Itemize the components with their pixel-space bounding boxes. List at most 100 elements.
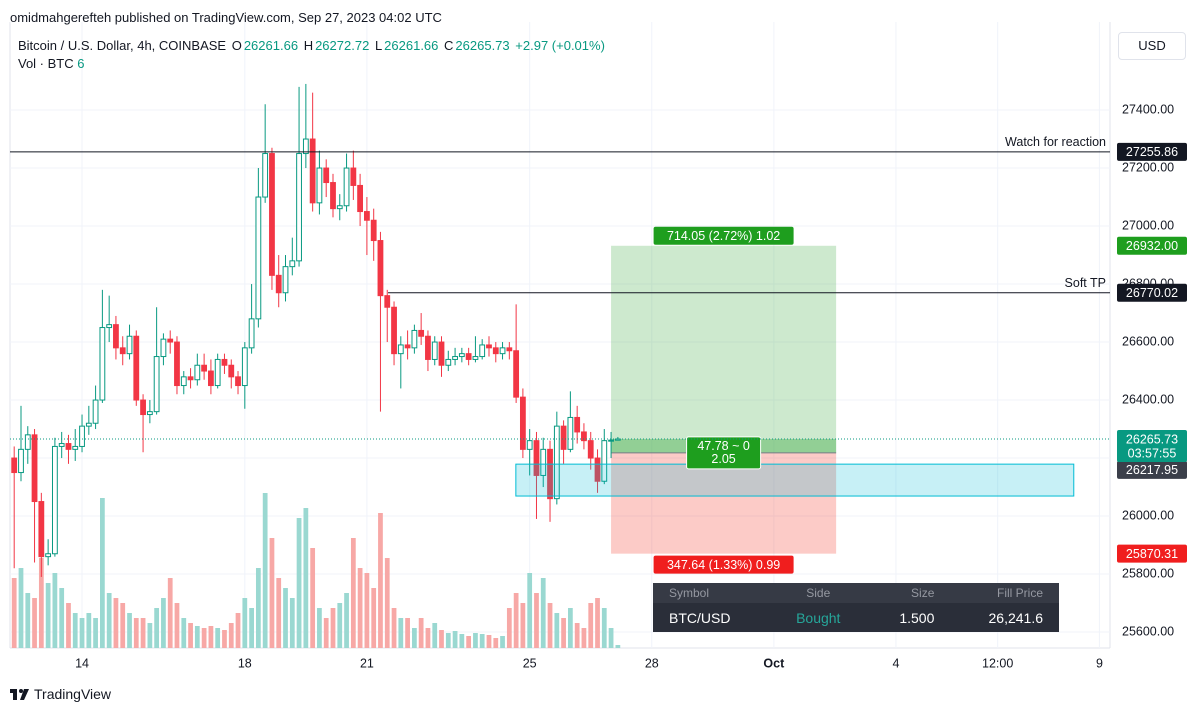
y-tick-label: 26400.00	[1122, 392, 1174, 406]
candle-body	[31, 434, 38, 503]
candle-body	[51, 445, 58, 555]
candle-body	[445, 358, 452, 366]
volume-bar	[66, 603, 71, 648]
volume-bar	[140, 618, 146, 648]
volume-bar	[344, 593, 349, 648]
cell: BTC/USD	[669, 609, 731, 626]
footer: TradingView	[10, 686, 111, 702]
volume-bar	[574, 623, 580, 648]
candle-body	[343, 167, 350, 207]
column-header: Side	[770, 583, 867, 603]
stop-label: 347.64 (1.33%) 0.99	[667, 558, 780, 572]
candle-body	[384, 295, 391, 308]
candle-body	[241, 347, 248, 387]
volume-bar	[425, 628, 431, 648]
candle-body	[492, 347, 499, 355]
candle-body	[533, 440, 540, 476]
price-label: 26217.95	[1126, 463, 1178, 477]
x-tick-label: 18	[238, 656, 252, 670]
candle-body	[323, 167, 330, 184]
price-label: 26770.02	[1126, 286, 1178, 300]
candle-body	[370, 219, 377, 242]
x-tick-label: 21	[360, 656, 374, 670]
volume-bar	[127, 613, 132, 648]
volume-bar	[357, 568, 363, 648]
volume-bar	[317, 608, 322, 648]
brand: TradingView	[34, 686, 112, 702]
price-label: 25870.31	[1126, 547, 1178, 561]
candle-body	[85, 422, 92, 427]
candle-body	[581, 431, 587, 442]
candle-body	[411, 329, 418, 349]
last-price-box	[1117, 429, 1187, 462]
symbol: Bitcoin / U.S. Dollar, 4h, COINBASE	[18, 38, 227, 53]
cell: Bought	[796, 609, 841, 626]
stop-label-box	[653, 555, 794, 574]
volume-bar	[520, 603, 526, 648]
candle-body	[547, 448, 553, 500]
candle-body	[146, 411, 153, 416]
candle-body	[316, 167, 323, 204]
candle-body	[431, 341, 438, 360]
volume-bar	[323, 618, 329, 648]
volume-bar	[439, 630, 444, 648]
candle-body	[58, 443, 65, 447]
volume-bar	[466, 636, 472, 648]
candle-body	[38, 501, 45, 558]
volume-bar	[540, 578, 546, 648]
candle-body	[208, 370, 214, 387]
countdown: 03:57:55	[1128, 446, 1177, 460]
candle-body	[438, 341, 445, 366]
volume-bar	[167, 578, 173, 648]
volume-bar	[222, 630, 227, 648]
volume-bar	[208, 626, 214, 648]
candle-body	[330, 182, 336, 210]
volume-bar	[32, 598, 37, 648]
price-label-box	[1117, 236, 1187, 255]
y-tick-label: 25600.00	[1122, 624, 1174, 638]
volume-label: Vol · BTC	[18, 56, 74, 71]
x-tick-label: 12:00	[982, 656, 1013, 670]
candle-body	[18, 448, 24, 474]
x-tick-label: 9	[1096, 656, 1103, 670]
volume-bar	[473, 633, 478, 648]
center-label-box	[686, 436, 762, 470]
candle-body	[113, 324, 119, 349]
volume-bar	[147, 623, 153, 648]
candle-body	[404, 344, 411, 349]
candle-body	[465, 353, 472, 360]
volume-bar	[215, 628, 221, 648]
volume-bar	[262, 493, 268, 648]
volume-bar	[506, 608, 512, 648]
candle-body	[506, 347, 513, 352]
volume-bar	[235, 613, 241, 648]
x-tick-label: 14	[75, 656, 89, 670]
candle-body	[235, 376, 241, 387]
volume-value: 6	[77, 56, 85, 71]
candle-body	[248, 318, 255, 349]
volume-bar	[601, 608, 607, 648]
volume-legend: Vol · BTC 6	[18, 56, 84, 71]
volume-bar	[45, 583, 51, 648]
volume-bar	[371, 588, 377, 648]
last-price: 26265.73	[1126, 432, 1178, 446]
volume-bar	[181, 618, 187, 648]
volume-bar	[500, 636, 505, 648]
price-label-box	[1117, 460, 1187, 479]
volume-bar	[452, 631, 458, 648]
volume-bar	[608, 628, 614, 648]
x-tick-label: 28	[645, 656, 659, 670]
candle-body	[296, 153, 302, 262]
order-table: Symbol Side Size Fill Price BTC/USD Boug…	[653, 583, 1059, 632]
candle-body	[594, 457, 601, 482]
candle-body	[302, 138, 309, 155]
x-tick-label: 4	[892, 656, 899, 670]
ohlc-value: 26265.73	[455, 38, 510, 53]
published-line: omidmahgerefteh published on TradingView…	[10, 10, 442, 25]
volume-bar	[547, 603, 553, 648]
volume-bar	[418, 618, 424, 648]
currency-button[interactable]: USD	[1118, 32, 1186, 60]
candle-body	[418, 329, 425, 337]
change: +2.97 (+0.01%)	[515, 38, 605, 53]
candle-body	[180, 376, 187, 387]
